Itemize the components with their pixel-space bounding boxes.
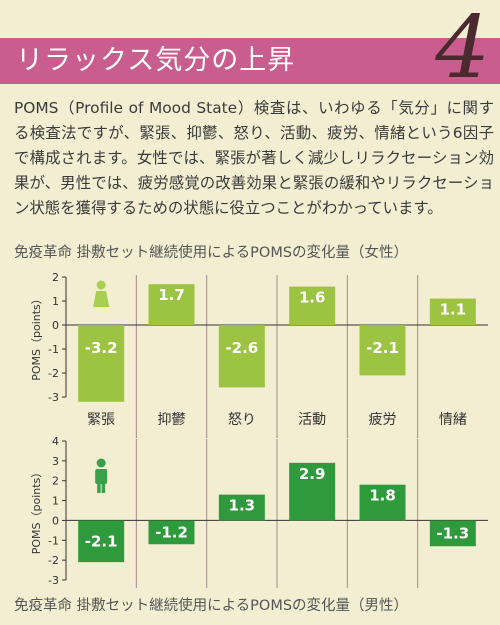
category-labels: 緊張 抑鬱 怒り 活動 疲労 情緒 bbox=[87, 405, 467, 438]
male-icon bbox=[95, 458, 108, 493]
y-tick-label: -3 bbox=[48, 391, 59, 404]
y-axis-label: POMS（points） bbox=[30, 293, 43, 381]
intro-paragraph: POMS（Profile of Mood State）検査は、いわゆる「気分」に… bbox=[14, 99, 494, 217]
y-tick-label: -1 bbox=[48, 534, 59, 547]
page-title: リラックス気分の上昇 bbox=[16, 45, 296, 76]
data-label: 1.7 bbox=[158, 286, 185, 304]
y-tick-label: 2 bbox=[52, 475, 59, 488]
data-label: -3.2 bbox=[85, 339, 118, 357]
icon-head bbox=[96, 280, 106, 290]
female-icon bbox=[93, 280, 110, 307]
data-label: 1.8 bbox=[369, 487, 396, 505]
category-label: 疲労 bbox=[369, 411, 397, 428]
icon-body bbox=[95, 469, 108, 484]
y-tick-label: -2 bbox=[48, 554, 59, 567]
bar-活動 bbox=[289, 462, 336, 521]
y-tick-label: 4 bbox=[52, 435, 59, 448]
icon-body bbox=[93, 291, 110, 307]
bar-疲労 bbox=[359, 484, 406, 521]
bar-怒り bbox=[218, 325, 265, 388]
category-label: 活動 bbox=[298, 412, 326, 428]
data-label: -2.1 bbox=[366, 339, 399, 357]
data-label: -2.6 bbox=[225, 339, 258, 357]
bar-抑鬱 bbox=[148, 520, 195, 545]
data-label: 2.9 bbox=[299, 465, 326, 483]
male-chart-caption: 免疫革命 掛敷セット継続使用によるPOMSの変化量（男性） bbox=[14, 598, 409, 614]
bar-緊張 bbox=[78, 520, 125, 563]
data-label: -1.3 bbox=[436, 524, 469, 542]
category-label: 抑鬱 bbox=[158, 412, 186, 428]
category-label: 情緒 bbox=[439, 412, 467, 428]
y-tick-label: 2 bbox=[52, 271, 59, 284]
bar-疲労 bbox=[359, 325, 406, 376]
bar-抑鬱 bbox=[148, 284, 195, 325]
data-label: -2.1 bbox=[85, 532, 118, 550]
y-tick-label: -3 bbox=[48, 574, 59, 587]
y-tick-label: -1 bbox=[48, 343, 59, 356]
female-chart-caption: 免疫革命 掛敷セット継続使用によるPOMSの変化量（女性） bbox=[14, 245, 409, 261]
title-banner bbox=[0, 38, 500, 84]
section-number: 4 bbox=[435, 0, 490, 98]
y-axis-label: POMS（points） bbox=[30, 467, 43, 555]
y-tick-label: 1 bbox=[52, 295, 59, 308]
data-label: 1.1 bbox=[440, 301, 467, 319]
y-tick-label: 3 bbox=[52, 455, 59, 468]
data-label: 1.3 bbox=[229, 497, 256, 515]
y-tick-label: -2 bbox=[48, 367, 59, 380]
bar-情緒 bbox=[429, 520, 476, 547]
category-label: 怒り bbox=[228, 412, 256, 428]
y-tick-label: 1 bbox=[52, 495, 59, 508]
icon-leg bbox=[97, 483, 101, 493]
icon-head bbox=[96, 458, 106, 468]
data-label: -1.2 bbox=[155, 523, 188, 541]
y-tick-label: 0 bbox=[52, 319, 59, 332]
y-tick-label: 0 bbox=[52, 514, 59, 527]
bar-怒り bbox=[218, 494, 265, 521]
bar-緊張 bbox=[78, 325, 125, 402]
male-chart: 4 3 2 1 0 -1 -2 -3 POMS（points） -2.1 -1.2 1.3 2.9 1.8… bbox=[30, 435, 488, 588]
bar-情緒 bbox=[429, 298, 476, 325]
data-label: 1.6 bbox=[299, 289, 326, 307]
icon-leg bbox=[101, 483, 106, 493]
bar-活動 bbox=[289, 286, 336, 325]
category-label: 緊張 bbox=[87, 412, 115, 428]
female-chart: 2 1 0 -1 -2 -3 POMS（points） -3.2 1.7 -2.6 1.6 -2.1 1… bbox=[30, 271, 488, 405]
